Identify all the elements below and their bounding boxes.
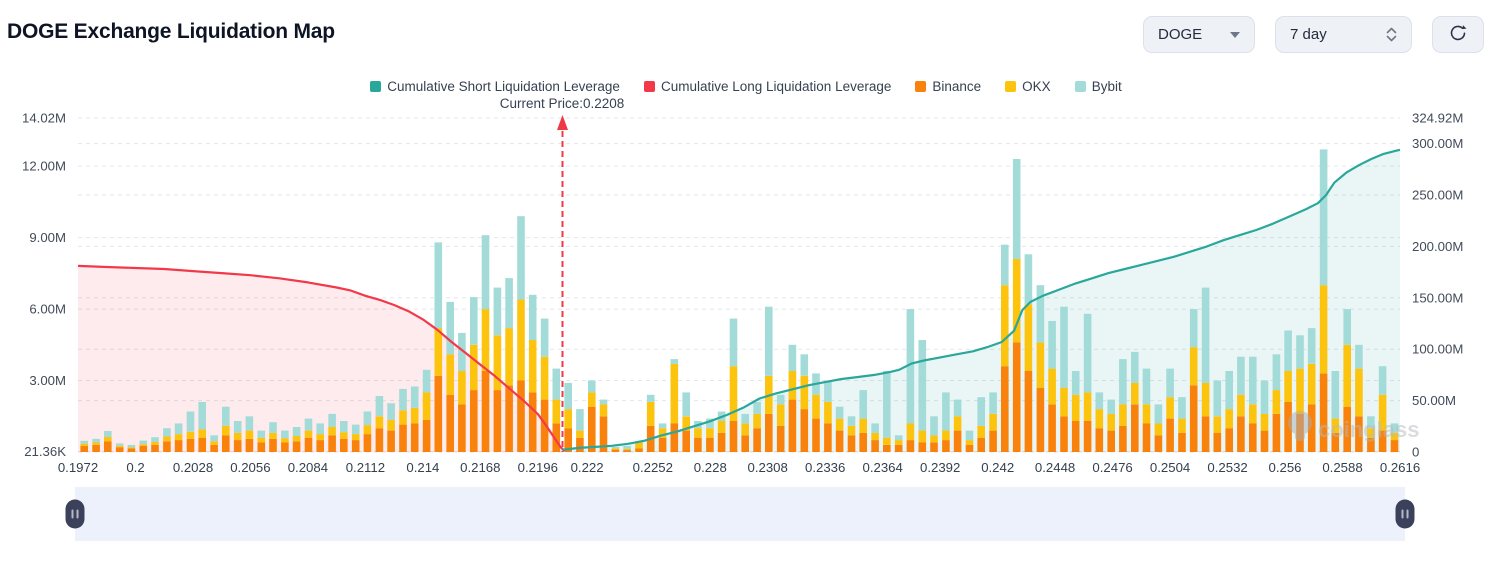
- svg-text:0.2112: 0.2112: [346, 460, 385, 475]
- brush-handle-left[interactable]: [65, 499, 85, 529]
- legend-label: Cumulative Short Liquidation Leverage: [387, 79, 620, 94]
- legend-label: OKX: [1022, 79, 1051, 94]
- legend-swatch-cyan: [1074, 81, 1086, 92]
- svg-text:50.00M: 50.00M: [1412, 393, 1456, 408]
- svg-text:0.2364: 0.2364: [863, 460, 903, 475]
- legend-swatch-orange: [915, 81, 927, 92]
- svg-text:0.2168: 0.2168: [460, 460, 500, 475]
- symbol-select-value: DOGE: [1158, 26, 1203, 43]
- svg-text:0.2084: 0.2084: [288, 460, 328, 475]
- legend-item-cumulative-long[interactable]: Cumulative Long Liquidation Leverage: [643, 79, 892, 94]
- page-title: DOGE Exchange Liquidation Map: [7, 20, 335, 43]
- symbol-select[interactable]: DOGE: [1143, 16, 1255, 53]
- legend-item-bybit[interactable]: Bybit: [1074, 79, 1122, 94]
- svg-text:0.2196: 0.2196: [518, 460, 558, 475]
- legend-swatch-red: [643, 81, 655, 92]
- legend-label: Cumulative Long Liquidation Leverage: [660, 79, 892, 94]
- svg-text:0.2616: 0.2616: [1380, 460, 1420, 475]
- liquidation-chart[interactable]: 14.02M 12.00M 9.00M 6.00M 3.00M 21.36K 324.92M…: [0, 0, 1492, 487]
- svg-text:6.00M: 6.00M: [29, 302, 66, 317]
- period-select-value: 7 day: [1290, 26, 1327, 43]
- svg-text:250.00M: 250.00M: [1412, 188, 1463, 203]
- svg-text:0.228: 0.228: [694, 460, 727, 475]
- svg-text:0.242: 0.242: [981, 460, 1014, 475]
- svg-text:3.00M: 3.00M: [29, 373, 66, 388]
- refresh-icon: [1448, 23, 1468, 47]
- range-brush-track[interactable]: [65, 487, 1415, 541]
- legend-item-cumulative-short[interactable]: Cumulative Short Liquidation Leverage: [370, 79, 620, 94]
- svg-text:0.2392: 0.2392: [920, 460, 960, 475]
- svg-text:0.2: 0.2: [126, 460, 144, 475]
- svg-text:0: 0: [1412, 445, 1419, 460]
- svg-text:0.2336: 0.2336: [805, 460, 845, 475]
- coinglass-watermark: coinglass: [1288, 411, 1419, 442]
- svg-text:0.1972: 0.1972: [58, 460, 98, 475]
- svg-text:14.02M: 14.02M: [22, 111, 66, 126]
- svg-text:0.2028: 0.2028: [173, 460, 213, 475]
- svg-text:324.92M: 324.92M: [1412, 111, 1463, 126]
- svg-text:0.2476: 0.2476: [1092, 460, 1132, 475]
- refresh-button[interactable]: [1432, 16, 1484, 53]
- legend-swatch-teal: [370, 81, 382, 92]
- svg-text:21.36K: 21.36K: [24, 444, 66, 459]
- svg-text:0.214: 0.214: [406, 460, 439, 475]
- brush-handle-right[interactable]: [1395, 499, 1415, 529]
- svg-text:150.00M: 150.00M: [1412, 290, 1463, 305]
- chart-legend: Cumulative Short Liquidation Leverage Cu…: [0, 79, 1492, 94]
- svg-text:coinglass: coinglass: [1318, 417, 1419, 442]
- legend-item-binance[interactable]: Binance: [915, 79, 981, 94]
- svg-text:0.2588: 0.2588: [1322, 460, 1362, 475]
- period-select[interactable]: 7 day: [1275, 16, 1412, 53]
- svg-text:300.00M: 300.00M: [1412, 136, 1463, 151]
- svg-text:0.2252: 0.2252: [633, 460, 673, 475]
- svg-text:0.222: 0.222: [571, 460, 604, 475]
- legend-label: Binance: [932, 79, 982, 94]
- svg-text:0.2532: 0.2532: [1207, 460, 1247, 475]
- svg-text:12.00M: 12.00M: [22, 159, 66, 174]
- legend-swatch-yellow: [1005, 81, 1017, 92]
- svg-text:9.00M: 9.00M: [29, 230, 66, 245]
- toolbar: DOGE 7 day: [1143, 16, 1484, 53]
- legend-label: Bybit: [1091, 79, 1122, 94]
- svg-text:0.256: 0.256: [1268, 460, 1301, 475]
- chevron-down-icon: [1230, 31, 1240, 38]
- svg-text:0.2308: 0.2308: [748, 460, 788, 475]
- svg-text:0.2056: 0.2056: [230, 460, 270, 475]
- svg-text:100.00M: 100.00M: [1412, 342, 1463, 357]
- svg-text:0.2448: 0.2448: [1035, 460, 1075, 475]
- svg-text:0.2504: 0.2504: [1150, 460, 1190, 475]
- updown-stepper-icon: [1386, 27, 1397, 42]
- svg-text:200.00M: 200.00M: [1412, 239, 1463, 254]
- current-price-label: Current Price:0.2208: [499, 96, 625, 111]
- legend-item-okx[interactable]: OKX: [1005, 79, 1051, 94]
